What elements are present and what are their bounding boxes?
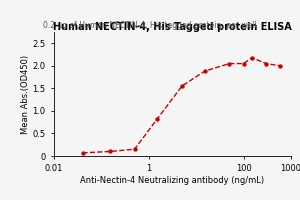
Point — [179, 85, 184, 88]
Y-axis label: Mean Abs.(OD450): Mean Abs.(OD450) — [21, 54, 30, 134]
Point — [250, 56, 254, 59]
Text: 0.2 μg of Human NECTIN-4, His tagged protein, per well: 0.2 μg of Human NECTIN-4, His tagged pro… — [43, 21, 257, 30]
Point — [155, 117, 160, 121]
Point — [132, 148, 137, 151]
Point — [278, 64, 283, 67]
Point — [202, 70, 207, 73]
Point — [107, 150, 112, 153]
Point — [227, 62, 232, 65]
Title: Human NECTIN-4, His Tagged protein ELISA: Human NECTIN-4, His Tagged protein ELISA — [53, 22, 292, 32]
Point — [264, 62, 268, 65]
Point — [80, 151, 85, 154]
X-axis label: Anti-Nectin-4 Neutralizing antibody (ng/mL): Anti-Nectin-4 Neutralizing antibody (ng/… — [80, 176, 265, 185]
Point — [241, 62, 246, 65]
